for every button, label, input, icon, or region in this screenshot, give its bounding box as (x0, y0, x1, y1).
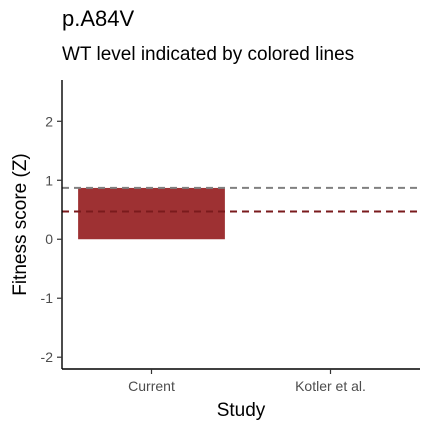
bar-layer (78, 187, 225, 240)
x-axis-ticks: Current Kotler et al. (128, 369, 366, 394)
x-tick-label: Current (128, 378, 175, 394)
bar-0 (78, 187, 225, 240)
y-tick-label: 2 (45, 113, 53, 129)
chart-title: p.A84V (62, 6, 135, 31)
chart-subtitle: WT level indicated by colored lines (62, 44, 355, 65)
y-tick-label: -2 (41, 349, 54, 365)
y-axis-title: Fitness score (Z) (10, 153, 31, 296)
y-tick-label: 1 (45, 172, 53, 188)
x-tick-label: Kotler et al. (295, 378, 366, 394)
y-tick-label: 0 (45, 231, 53, 247)
y-axis-ticks: -2 -1 0 1 2 (41, 113, 62, 365)
x-axis-title: Study (217, 400, 266, 421)
y-tick-label: -1 (41, 290, 54, 306)
